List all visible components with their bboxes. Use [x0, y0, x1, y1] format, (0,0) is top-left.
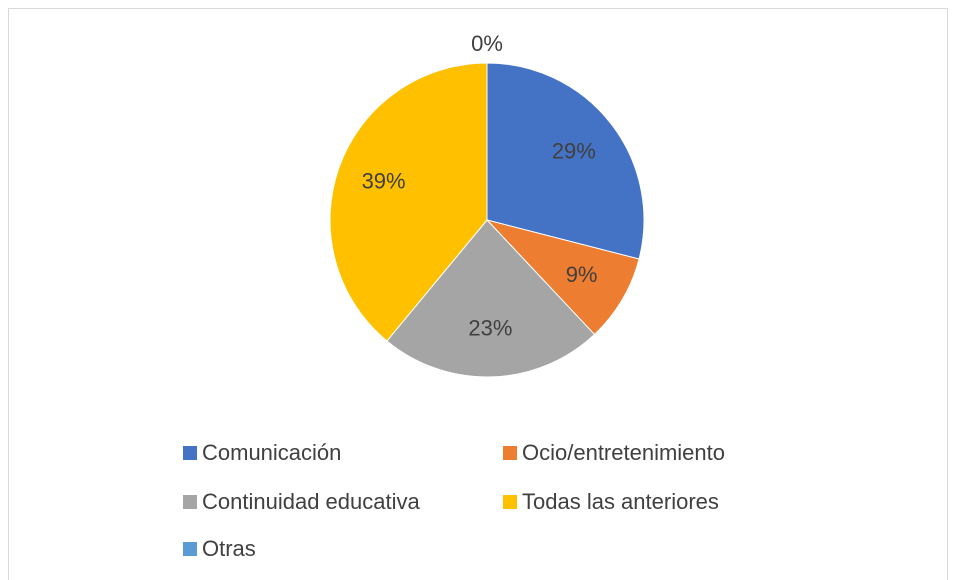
legend-swatch [183, 542, 197, 556]
data-label: 9% [566, 262, 598, 287]
pie-slice [329, 62, 488, 342]
legend-label: Continuidad educativa [202, 489, 420, 514]
legend-label: Comunicación [202, 440, 341, 465]
legend-label: Ocio/entretenimiento [522, 440, 725, 465]
data-label: 29% [552, 138, 596, 163]
legend-label: Todas las anteriores [522, 489, 719, 514]
data-label: 23% [468, 316, 512, 341]
data-label: 0% [471, 31, 503, 56]
legend-swatch [503, 446, 517, 460]
legend-swatch [183, 495, 197, 509]
legend-label: Otras [202, 536, 256, 561]
pie-slice [386, 219, 596, 378]
data-label: 39% [362, 169, 406, 194]
pie-slice [485, 219, 640, 336]
pie-slice [486, 62, 645, 260]
legend-swatch [183, 446, 197, 460]
legend-swatch [503, 495, 517, 509]
